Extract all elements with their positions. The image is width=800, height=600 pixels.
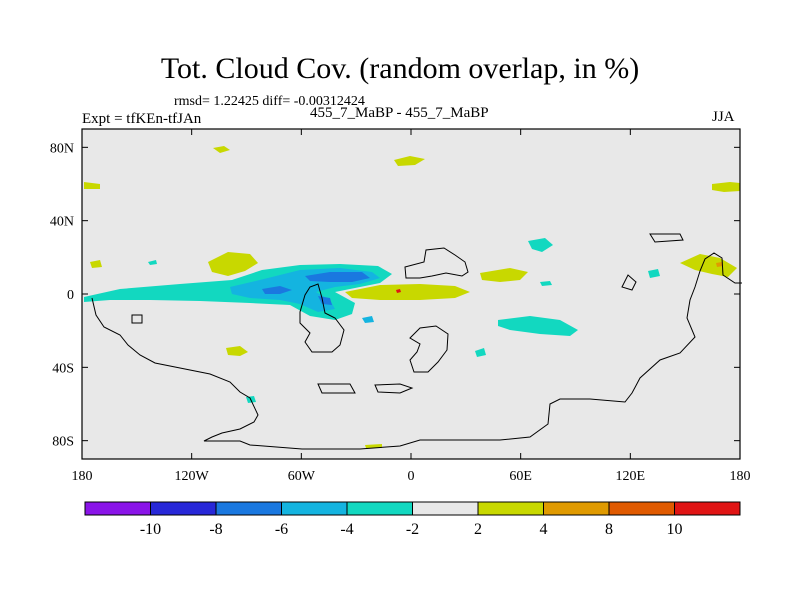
season-label: JJA (712, 109, 735, 125)
colorbar-segment (346, 501, 413, 516)
anomaly-west-africa (208, 252, 258, 276)
anomaly-atlantic-core-3 (318, 296, 332, 305)
coastline-africa (299, 283, 345, 353)
x-tick-label: 60W (288, 469, 316, 484)
colorbar-label: -8 (209, 521, 222, 538)
colorbar-segment (477, 501, 544, 516)
y-tick-label: 80N (50, 141, 74, 156)
anomaly-small-1 (148, 260, 157, 265)
anomaly-small-3 (362, 316, 374, 323)
colorbar-segment (84, 501, 151, 516)
x-tick-label: 60E (509, 469, 532, 484)
anomaly-nh-7 (90, 260, 102, 268)
colorbar-segment (674, 501, 741, 516)
anomaly-atlantic-core-2 (262, 286, 292, 294)
anomaly-gulf-guinea (345, 284, 470, 300)
coastline-australia (409, 325, 449, 373)
colorbar-segment (281, 501, 348, 516)
anomaly-nh-3 (84, 182, 100, 189)
coastline-island-2 (621, 274, 637, 291)
anomaly-red-spot (396, 289, 401, 293)
experiment-label: Expt = tfKEn-tfJAn (82, 111, 202, 127)
chart-title: Tot. Cloud Cov. (random overlap, in %) (160, 52, 640, 85)
coastline-north-africa (404, 247, 469, 279)
y-tick-label: 40S (52, 361, 74, 376)
coastline-island-1 (649, 233, 684, 243)
y-tick-label: 40N (50, 215, 74, 230)
anomaly-north-africa (480, 268, 528, 282)
colorbar-label: -4 (340, 521, 353, 538)
colorbar-segment (608, 501, 675, 516)
anomaly-nh-1 (394, 156, 425, 166)
anomaly-orange-spot (716, 262, 723, 267)
x-tick-label: 0 (408, 469, 415, 484)
colorbar-segment (412, 501, 479, 516)
anomaly-atlantic-core (305, 272, 370, 282)
x-tick-label: 180 (730, 469, 751, 484)
colorbar-label: 2 (474, 521, 482, 538)
colorbar-label: 4 (540, 521, 548, 538)
colorbar-label: -6 (275, 521, 288, 538)
anomaly-nh-4 (712, 182, 740, 192)
coastline-americas (91, 252, 742, 450)
anomaly-sh-1 (226, 346, 248, 356)
anomaly-small-2 (540, 281, 552, 286)
y-tick-label: 80S (52, 435, 74, 450)
anomaly-nh-5 (528, 238, 553, 252)
anomaly-field (84, 146, 740, 448)
stats-label: rmsd= 1.22425 diff= -0.00312424 (174, 94, 365, 109)
colorbar-segment (543, 501, 610, 516)
colorbar-label: -2 (406, 521, 419, 538)
colorbar: -10 -8 -6 -4 -2 2 4 8 10 (84, 501, 741, 538)
colorbar-segment (215, 501, 282, 516)
axes: 180 120W 60W 0 60E 120E 180 80N 40N 0 40S 80S (50, 129, 751, 484)
x-tick-label: 180 (72, 469, 93, 484)
y-tick-label: 0 (67, 288, 74, 303)
colorbar-label: -10 (140, 521, 161, 538)
coastline (91, 233, 742, 450)
colorbar-segment (150, 501, 217, 516)
run-label: 455_7_MaBP - 455_7_MaBP (310, 105, 489, 121)
coastline-antarctic-islands (317, 383, 414, 394)
colorbar-label: 8 (605, 521, 613, 538)
anomaly-sh-2 (475, 348, 486, 357)
x-tick-label: 120E (616, 469, 646, 484)
x-tick-label: 120W (175, 469, 210, 484)
colorbar-label: 10 (667, 521, 683, 538)
coastline-island-3 (131, 314, 143, 324)
anomaly-indian-ocean (498, 316, 578, 336)
anomaly-nh-2 (213, 146, 230, 153)
anomaly-nh-6 (648, 269, 660, 278)
anomaly-sh-4 (365, 444, 382, 448)
